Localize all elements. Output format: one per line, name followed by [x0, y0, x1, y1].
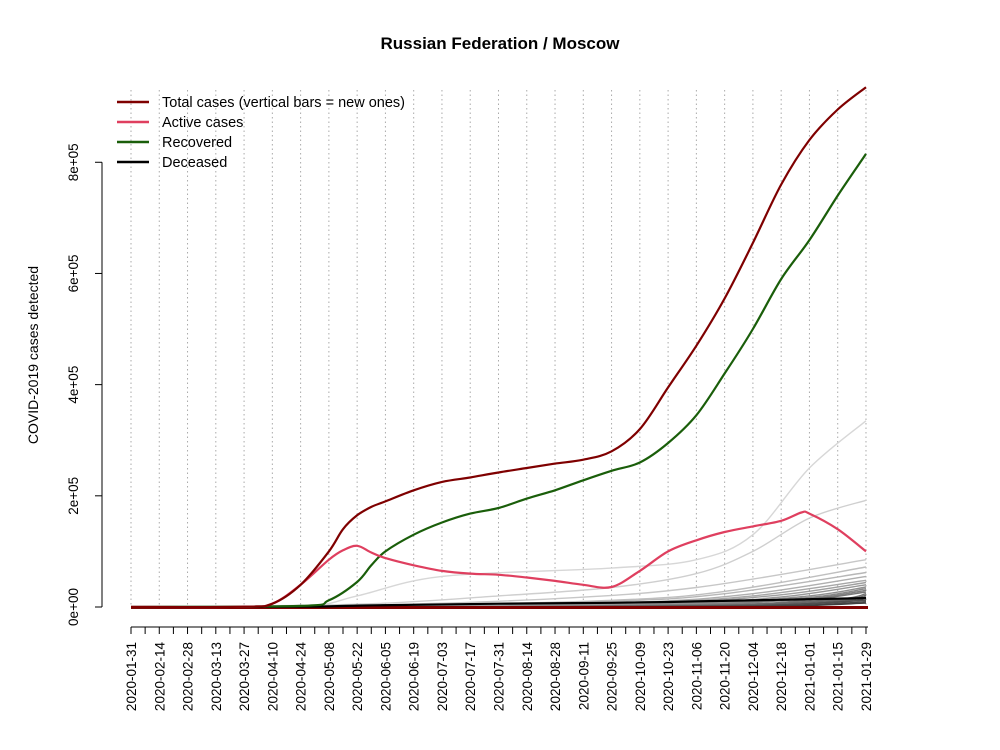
grid-lines: [130, 90, 867, 607]
x-tick-label: 2021-01-29: [859, 642, 874, 711]
x-tick-label: 2020-02-28: [181, 642, 196, 711]
x-tick-label: 2021-01-01: [802, 642, 817, 711]
series-line: [130, 153, 867, 609]
x-tick-label: 2020-11-06: [689, 642, 704, 710]
y-tick-label: 8e+05: [66, 143, 81, 181]
x-tick-label: 2020-02-14: [152, 642, 167, 712]
y-axis: 0e+00 2e+05 4e+05 6e+05 8e+05: [66, 143, 103, 626]
x-tick-label: 2020-09-25: [605, 642, 620, 711]
x-tick-label: 2020-12-04: [746, 642, 761, 712]
x-tick-label: 2020-04-10: [265, 642, 280, 711]
series-lines: [130, 86, 868, 609]
y-tick-label: 6e+05: [66, 254, 81, 292]
x-tick-label: 2020-01-31: [124, 642, 139, 711]
y-tick-label: 0e+00: [66, 588, 81, 626]
x-tick-label: 2020-05-08: [322, 642, 337, 711]
chart-title: Russian Federation / Moscow: [381, 34, 621, 53]
legend-label: Total cases (vertical bars = new ones): [162, 95, 405, 111]
y-tick-label: 4e+05: [66, 366, 81, 404]
series-line: [130, 86, 867, 609]
x-tick-label: 2020-06-19: [407, 642, 422, 711]
x-tick-label: 2020-07-03: [435, 642, 450, 711]
legend-label: Recovered: [162, 135, 232, 151]
x-tick-label: 2020-07-17: [463, 642, 478, 711]
x-axis: 2020-01-31 2020-02-14 2020-02-28 2020-03-13…: [124, 626, 874, 712]
x-tick-label: 2020-04-24: [294, 642, 309, 712]
x-tick-label: 2020-06-05: [378, 642, 393, 711]
legend-label: Active cases: [162, 115, 243, 131]
x-tick-label: 2021-01-15: [831, 642, 846, 711]
x-tick-label: 2020-03-27: [237, 642, 252, 711]
x-tick-label: 2020-07-31: [491, 642, 506, 711]
x-tick-label: 2020-08-14: [520, 642, 535, 712]
x-tick-label: 2020-05-22: [350, 642, 365, 711]
x-tick-label: 2020-10-23: [661, 642, 676, 711]
legend-label: Deceased: [162, 155, 227, 171]
y-tick-label: 2e+05: [66, 477, 81, 515]
x-tick-label: 2020-03-13: [209, 642, 224, 711]
y-axis-label: COVID-2019 cases detected: [25, 266, 41, 444]
x-tick-label: 2020-12-18: [774, 642, 789, 711]
x-tick-label: 2020-10-09: [633, 642, 648, 711]
x-tick-label: 2020-08-28: [548, 642, 563, 711]
x-tick-label: 2020-09-11: [576, 642, 591, 710]
series-line: [130, 510, 867, 609]
legend: Total cases (vertical bars = new ones) Ac…: [117, 95, 405, 171]
x-tick-label: 2020-11-20: [718, 642, 733, 710]
